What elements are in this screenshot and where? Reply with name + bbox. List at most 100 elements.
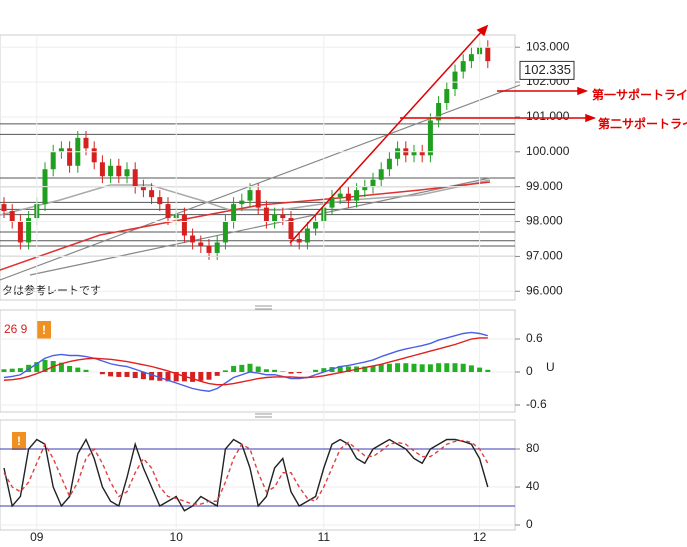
candle-body bbox=[91, 148, 97, 163]
histogram-bar bbox=[255, 366, 261, 372]
series-line bbox=[3, 331, 488, 392]
separator-handle[interactable] bbox=[255, 413, 272, 418]
histogram-bar bbox=[460, 363, 466, 372]
histogram-bar bbox=[313, 369, 319, 372]
candle-body bbox=[149, 190, 155, 198]
macd-params: 26 9 bbox=[4, 322, 28, 336]
info-icon[interactable]: ! bbox=[12, 432, 26, 450]
last-price-label: 102.335 bbox=[524, 62, 571, 77]
histogram-bar bbox=[190, 372, 196, 382]
histogram-bar bbox=[198, 372, 204, 381]
histogram-bar bbox=[345, 366, 351, 372]
candle-body bbox=[288, 218, 294, 239]
candle-body bbox=[460, 61, 466, 72]
histogram-bar bbox=[58, 362, 64, 372]
histogram-bar bbox=[378, 364, 384, 372]
histogram-bar bbox=[452, 363, 458, 372]
candle-body bbox=[296, 238, 302, 243]
candle-body bbox=[263, 207, 269, 222]
histogram-bar bbox=[411, 363, 417, 372]
trend-line bbox=[0, 84, 521, 281]
candle-body bbox=[132, 169, 138, 187]
candle-body bbox=[58, 148, 64, 152]
y-tick-label: 101.000 bbox=[526, 109, 570, 123]
histogram-bar bbox=[263, 369, 269, 372]
histogram-bar bbox=[395, 363, 401, 372]
moving-average bbox=[0, 179, 491, 216]
histogram-bar bbox=[296, 372, 302, 374]
macd-panel bbox=[0, 309, 516, 413]
candle-body bbox=[427, 120, 433, 156]
y-tick-label: 98.000 bbox=[526, 214, 563, 228]
y-tick-label: 99.000 bbox=[526, 179, 563, 193]
histogram-bar bbox=[173, 372, 179, 382]
histogram-bar bbox=[288, 372, 294, 374]
histogram-bar bbox=[83, 369, 89, 372]
y-tick-label: 40 bbox=[526, 479, 540, 493]
histogram-bar bbox=[485, 369, 491, 372]
histogram-bar bbox=[222, 370, 228, 372]
histogram-bar bbox=[124, 372, 130, 377]
candle-body bbox=[444, 89, 450, 103]
histogram-bar bbox=[321, 368, 327, 372]
histogram-bar bbox=[239, 364, 245, 372]
candles bbox=[1, 40, 491, 260]
info-icon[interactable]: ! bbox=[37, 321, 51, 339]
histogram-bar bbox=[468, 365, 474, 372]
candle-body bbox=[395, 148, 401, 159]
y-tick-label: 100.000 bbox=[526, 144, 570, 158]
candle-body bbox=[378, 169, 384, 180]
histogram-bar bbox=[280, 371, 286, 372]
candle-body bbox=[419, 151, 425, 156]
x-tick-label: 12 bbox=[473, 530, 487, 544]
y-tick-label: -0.6 bbox=[526, 397, 547, 411]
histogram-bar bbox=[1, 369, 7, 372]
candle-body bbox=[67, 148, 73, 166]
candle-body bbox=[165, 204, 171, 219]
candle-body bbox=[313, 221, 319, 229]
histogram-bar bbox=[214, 372, 220, 376]
histogram-bar bbox=[206, 372, 212, 380]
series-line bbox=[3, 437, 489, 512]
histogram-bar bbox=[427, 364, 433, 372]
histogram-bar bbox=[75, 367, 81, 372]
histogram-bar bbox=[34, 362, 40, 372]
annotation-arrows bbox=[289, 24, 597, 244]
histogram-bar bbox=[108, 372, 114, 377]
y-tick-label: 80 bbox=[526, 441, 540, 455]
candle-body bbox=[83, 137, 89, 149]
annotation: 第二サポートライン bbox=[598, 116, 687, 131]
candle-body bbox=[337, 193, 343, 198]
candle-body bbox=[247, 190, 253, 201]
histogram-bar bbox=[67, 365, 73, 372]
x-tick-label: 11 bbox=[318, 530, 331, 544]
candle-body bbox=[124, 169, 130, 177]
candle-body bbox=[370, 179, 376, 187]
candle-body bbox=[329, 197, 335, 208]
histogram-bar bbox=[403, 363, 409, 372]
svg-text:!: ! bbox=[17, 434, 21, 448]
candle-body bbox=[436, 102, 442, 121]
candle-body bbox=[116, 165, 122, 177]
histogram-bar bbox=[231, 365, 237, 372]
separator-handle[interactable] bbox=[255, 305, 272, 310]
candle-body bbox=[1, 204, 7, 212]
candle-body bbox=[485, 47, 491, 62]
histogram-bar bbox=[165, 372, 171, 382]
disclaimer: タは参考レートです bbox=[2, 283, 101, 297]
x-tick-label: 09 bbox=[30, 530, 44, 544]
candle-body bbox=[214, 242, 220, 253]
histogram-bar bbox=[436, 363, 442, 372]
histogram-bar bbox=[132, 372, 138, 379]
histogram-bar bbox=[149, 372, 155, 381]
candle-body bbox=[26, 218, 32, 243]
histogram-bar bbox=[42, 359, 48, 372]
y-tick-label: 103.000 bbox=[526, 39, 570, 53]
candle-body bbox=[140, 186, 146, 191]
candle-body bbox=[345, 193, 351, 201]
histogram-bar bbox=[386, 363, 392, 372]
y-tick-label: 96.000 bbox=[526, 283, 563, 297]
histogram-bar bbox=[9, 368, 15, 372]
